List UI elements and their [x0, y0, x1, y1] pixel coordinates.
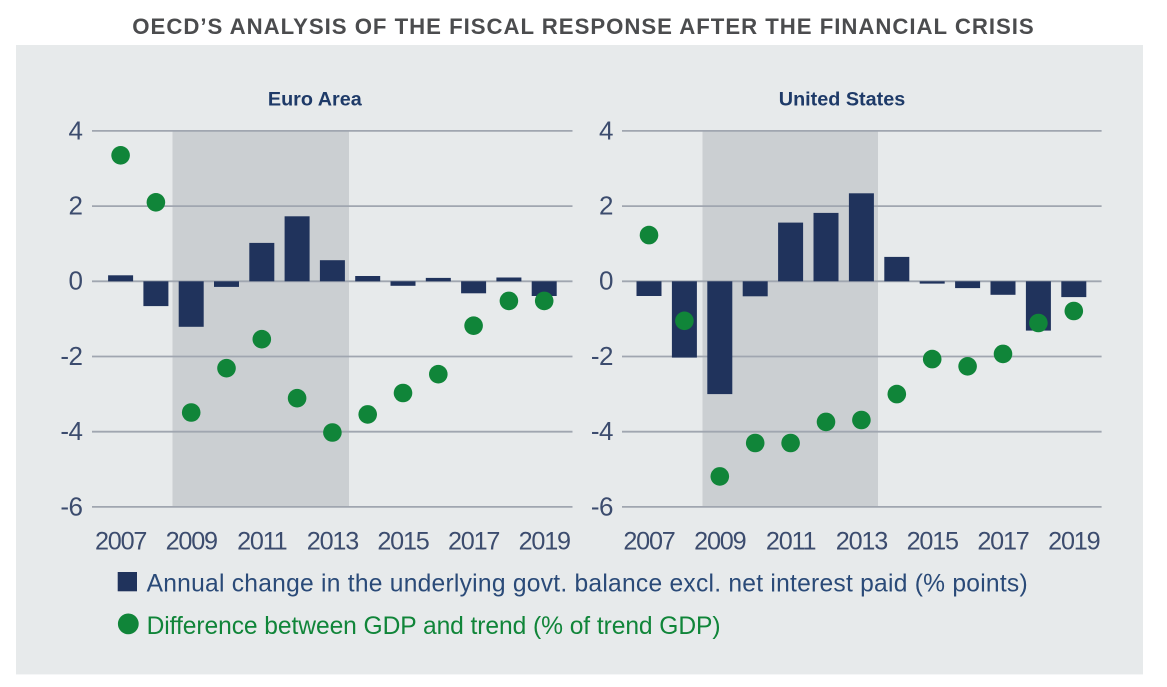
svg-text:0: 0 [599, 266, 613, 296]
svg-text:2013: 2013 [307, 528, 358, 556]
svg-text:2019: 2019 [1048, 528, 1099, 556]
svg-text:-4: -4 [60, 416, 82, 446]
svg-text:2009: 2009 [166, 528, 217, 556]
svg-text:2007: 2007 [623, 528, 674, 556]
svg-text:2015: 2015 [907, 528, 958, 556]
svg-text:United States: United States [779, 89, 905, 111]
svg-text:Annual change in the underlyin: Annual change in the underlying govt. ba… [147, 571, 1028, 598]
svg-text:2017: 2017 [448, 528, 499, 556]
svg-text:2013: 2013 [836, 528, 887, 556]
svg-text:-4: -4 [591, 416, 613, 446]
svg-text:4: 4 [69, 115, 83, 145]
svg-text:0: 0 [69, 266, 83, 296]
svg-text:2: 2 [69, 191, 83, 221]
svg-text:Difference between GDP and tre: Difference between GDP and trend (% of t… [147, 613, 721, 640]
svg-text:2011: 2011 [237, 528, 287, 556]
svg-text:-2: -2 [591, 341, 613, 371]
svg-text:4: 4 [599, 115, 613, 145]
svg-text:-2: -2 [60, 341, 82, 371]
svg-text:2019: 2019 [519, 528, 570, 556]
svg-text:OECD’S ANALYSIS OF THE FISCAL: OECD’S ANALYSIS OF THE FISCAL RESPONSE A… [132, 14, 1034, 39]
svg-text:Euro Area: Euro Area [268, 89, 363, 111]
svg-text:-6: -6 [591, 491, 613, 521]
svg-text:2015: 2015 [377, 528, 428, 556]
svg-text:2007: 2007 [95, 528, 146, 556]
svg-text:2: 2 [599, 191, 613, 221]
svg-text:2017: 2017 [977, 528, 1028, 556]
svg-text:2009: 2009 [694, 528, 745, 556]
svg-text:2011: 2011 [766, 528, 816, 556]
svg-text:-6: -6 [60, 491, 82, 521]
